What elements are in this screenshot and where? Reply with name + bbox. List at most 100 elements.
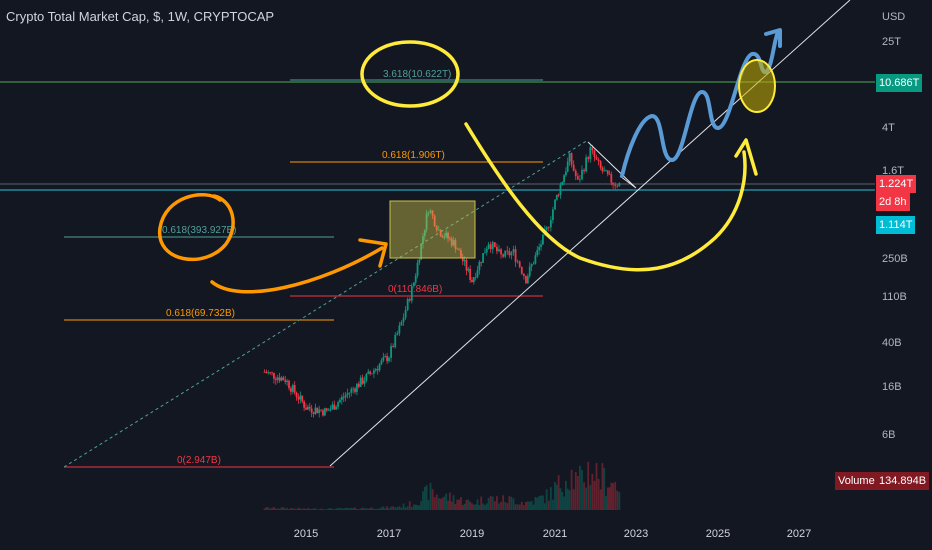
candle-body xyxy=(572,164,575,171)
volume-bar xyxy=(465,499,468,510)
volume-bar xyxy=(371,507,373,510)
volume-bar xyxy=(423,486,426,510)
volume-bar xyxy=(342,508,345,510)
volume-bar xyxy=(435,494,438,510)
orange-arrow-curve xyxy=(210,246,384,294)
volume-bar xyxy=(276,508,279,510)
volume-bar xyxy=(447,500,449,510)
badge-countdown: 2d 8h xyxy=(876,193,910,211)
candle-body xyxy=(291,385,294,392)
candle-body xyxy=(429,210,432,213)
price-axis-ticks: 25T 4T 1.6T 250B 110B 40B 16B 6B xyxy=(882,36,908,441)
candle-body xyxy=(561,181,564,185)
candle-body xyxy=(325,408,328,411)
candle-body xyxy=(581,169,583,180)
candle-body xyxy=(271,372,273,374)
volume-bar xyxy=(570,469,573,510)
volume-bar xyxy=(325,509,328,510)
price-tick-label: 250B xyxy=(882,253,908,265)
volume-bar xyxy=(308,508,311,510)
price-tick-label: 16B xyxy=(882,381,902,393)
volume-bar xyxy=(316,509,319,510)
candle-body xyxy=(570,153,573,165)
volume-bar xyxy=(413,504,415,510)
volume-bar xyxy=(420,500,423,510)
volume-bar xyxy=(318,509,321,510)
candle-body xyxy=(331,404,334,409)
volume-bar xyxy=(390,506,392,510)
volume-bar xyxy=(265,507,268,510)
candle-body xyxy=(365,373,368,381)
price-tick-label: 40B xyxy=(882,337,902,349)
candle-body xyxy=(454,240,457,249)
volume-bar xyxy=(293,508,296,510)
candle-body xyxy=(374,369,377,371)
volume-bar xyxy=(374,508,377,510)
candle-body xyxy=(520,267,523,274)
candle-body xyxy=(303,401,306,408)
fib-label-3: 0.618(393.927B) xyxy=(162,225,237,236)
candle-body xyxy=(491,242,494,250)
volume-label: Volume xyxy=(835,472,878,490)
candle-body xyxy=(322,410,324,416)
candle-body xyxy=(301,395,304,402)
candle-body xyxy=(263,371,266,373)
volume-bar xyxy=(263,508,266,510)
fib-label-5: 0.618(69.732B) xyxy=(166,308,235,319)
volume-bar xyxy=(500,501,502,510)
volume-bar xyxy=(414,504,417,510)
candle-body xyxy=(536,250,539,256)
volume-bar xyxy=(576,476,579,510)
candle-body xyxy=(514,249,517,262)
volume-bar xyxy=(363,508,366,510)
candle-body xyxy=(445,232,448,237)
volume-bar xyxy=(456,499,459,510)
volume-bar xyxy=(518,504,521,510)
yellow-target-circle xyxy=(738,59,776,113)
volume-bar xyxy=(448,492,451,510)
volume-bar xyxy=(333,509,336,510)
volume-bar xyxy=(549,487,552,510)
volume-bar xyxy=(402,503,405,510)
volume-bar xyxy=(469,501,472,510)
candle-body xyxy=(463,260,466,262)
volume-bar xyxy=(545,489,548,510)
volume-bar xyxy=(585,487,588,510)
volume-bar xyxy=(485,503,488,510)
orange-arrow-head xyxy=(358,238,388,268)
candle-body xyxy=(476,270,479,278)
volume-bar xyxy=(337,508,339,510)
volume-bar xyxy=(378,508,381,510)
volume-bar xyxy=(286,507,289,510)
volume-bar xyxy=(271,508,273,510)
volume-bar xyxy=(269,508,272,510)
candle-body xyxy=(478,261,481,271)
volume-bar xyxy=(502,495,505,510)
candle-body xyxy=(502,254,505,257)
candle-body xyxy=(295,392,298,397)
yellow-arrow-head xyxy=(734,138,758,176)
candle-body xyxy=(447,232,449,239)
volume-bar xyxy=(614,481,617,510)
candle-body xyxy=(290,388,292,392)
volume-bar xyxy=(563,496,565,510)
volume-bar xyxy=(331,508,334,510)
volume-bar xyxy=(516,504,519,510)
volume-bar xyxy=(299,508,302,510)
volume-bar xyxy=(376,508,379,510)
volume-bar xyxy=(418,505,421,510)
volume-bar xyxy=(400,507,403,510)
candle-body xyxy=(350,388,353,393)
volume-bar xyxy=(566,488,569,510)
candle-body xyxy=(265,371,268,374)
volume-bar xyxy=(445,493,448,510)
candle-body xyxy=(568,153,571,162)
candle-body xyxy=(299,395,302,400)
volume-bar xyxy=(369,507,372,510)
price-candles xyxy=(263,143,621,418)
candle-body xyxy=(394,334,397,348)
volume-bar xyxy=(610,482,613,510)
candle-body xyxy=(518,261,521,268)
candle-body xyxy=(284,380,287,382)
